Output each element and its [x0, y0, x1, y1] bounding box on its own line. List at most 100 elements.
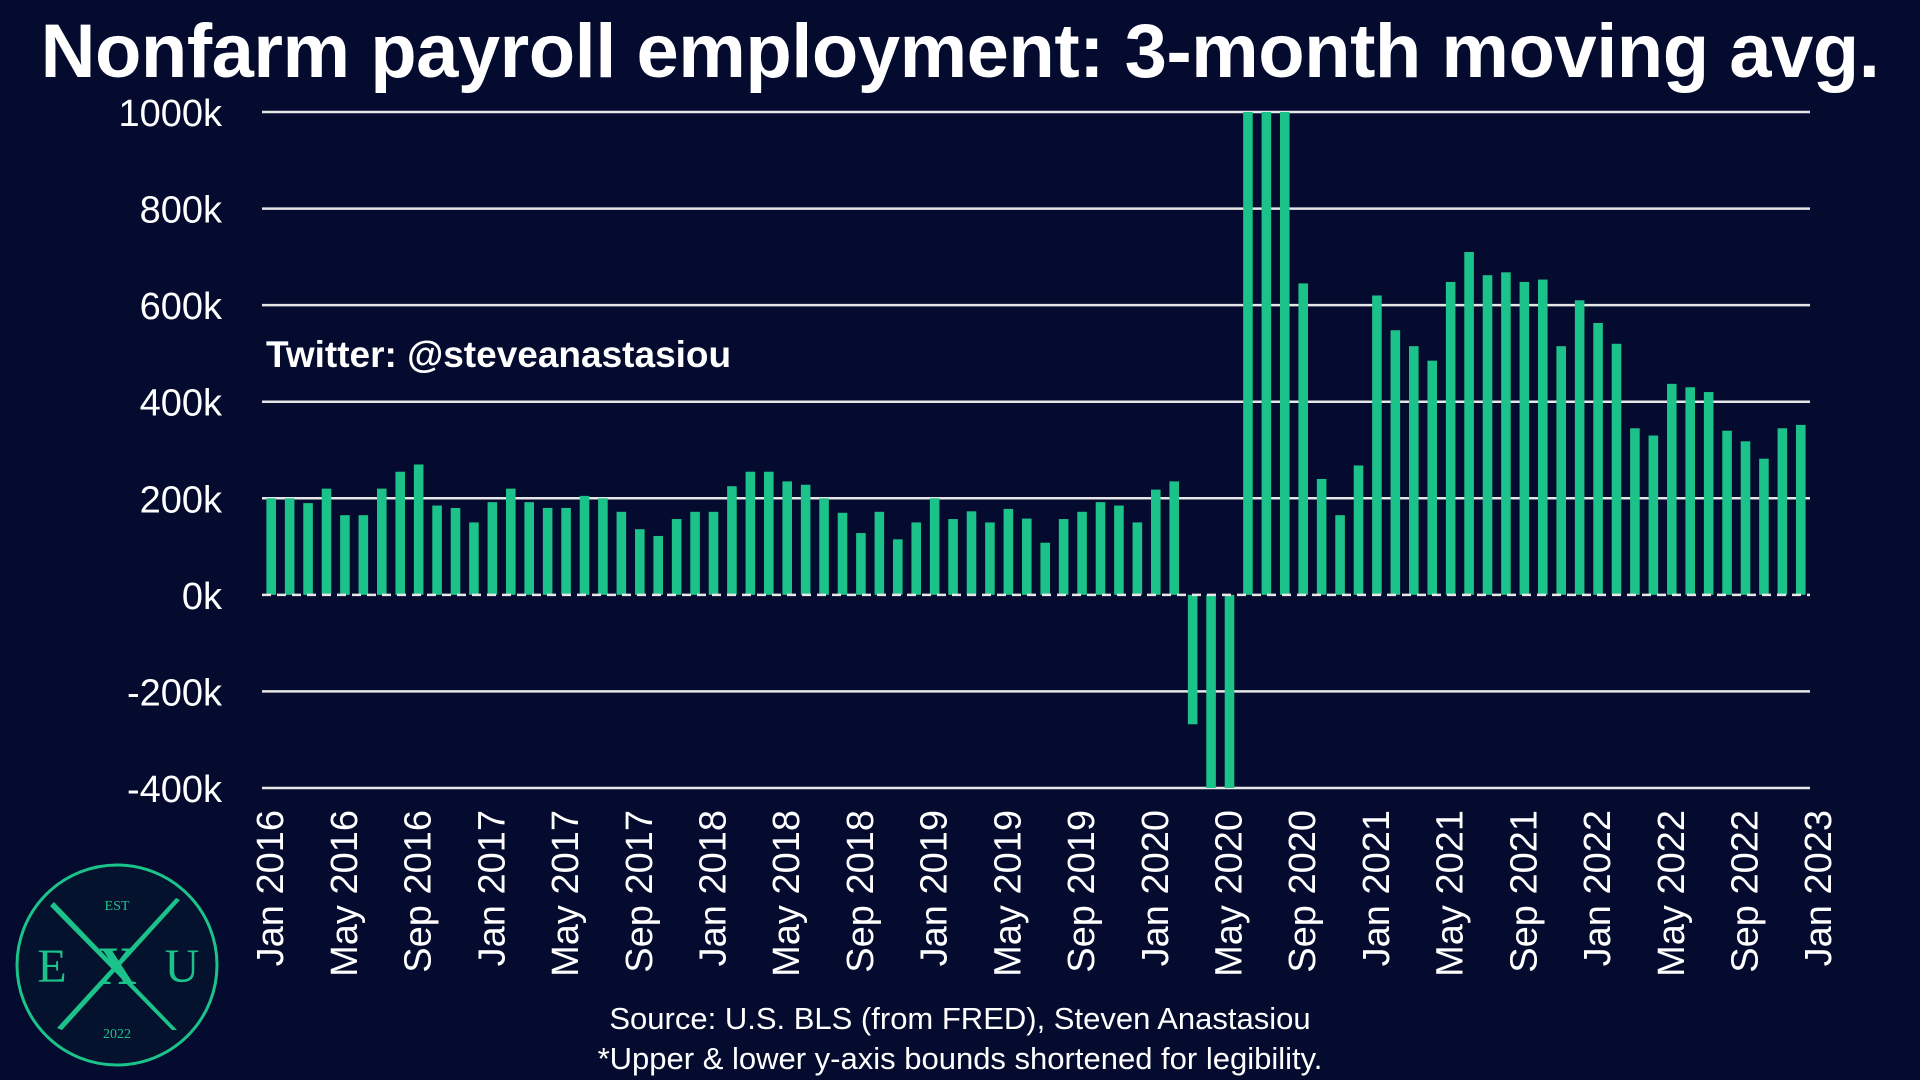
bar — [1574, 300, 1585, 595]
bar — [561, 507, 571, 595]
x-tick-label: Jan 2020 — [1135, 810, 1177, 966]
bar — [542, 507, 553, 595]
y-tick-label: 400k — [140, 383, 223, 425]
bar — [892, 539, 903, 595]
bar — [1685, 387, 1696, 595]
bar — [763, 471, 774, 595]
x-tick-label: May 2021 — [1430, 810, 1472, 977]
logo-letter-u: U — [165, 940, 200, 993]
bar — [837, 512, 848, 595]
bar — [874, 511, 885, 595]
x-tick-label: Sep 2022 — [1725, 810, 1767, 973]
bar — [1740, 441, 1751, 595]
bar — [432, 505, 442, 595]
y-tick-label: -400k — [127, 769, 223, 811]
bar — [616, 511, 627, 595]
x-tick-label: Jan 2017 — [471, 810, 513, 966]
bar — [1021, 518, 1032, 595]
bar — [1224, 594, 1235, 788]
bar — [469, 522, 479, 595]
x-tick-label: May 2019 — [987, 810, 1029, 977]
bar — [948, 519, 958, 595]
bars — [266, 112, 1806, 788]
bar — [505, 488, 516, 595]
bar — [450, 507, 461, 595]
y-tick-label: 800k — [140, 190, 223, 232]
bar — [358, 515, 369, 595]
bar — [634, 529, 645, 595]
bar — [1132, 522, 1143, 595]
bar — [856, 533, 866, 595]
x-tick-label: Sep 2018 — [840, 810, 882, 973]
bar — [266, 498, 277, 595]
x-tick-label: Jan 2023 — [1798, 810, 1840, 966]
bar — [911, 522, 922, 595]
bar — [819, 498, 829, 595]
chart-title: Nonfarm payroll employment: 3-month movi… — [40, 9, 1880, 94]
bar — [1611, 343, 1622, 595]
bar — [1519, 281, 1530, 595]
bar — [1556, 346, 1567, 595]
logo-letter-x: X — [98, 936, 137, 996]
bar — [985, 522, 995, 595]
bar — [1795, 424, 1806, 595]
twitter-handle: Twitter: @steveanastasiou — [266, 334, 731, 375]
bar — [1114, 505, 1124, 595]
bar — [1390, 330, 1401, 595]
x-axis-ticks: Jan 2016 May 2016 Sep 2016 Jan 2017 May 2017… — [250, 810, 1840, 977]
x-tick-label: Sep 2019 — [1061, 810, 1103, 973]
bar — [1593, 323, 1603, 595]
x-tick-label: Jan 2018 — [693, 810, 735, 966]
bar — [1077, 511, 1087, 595]
bar — [1408, 346, 1419, 595]
bar — [1759, 458, 1769, 595]
bar — [1630, 428, 1640, 595]
bar — [745, 471, 756, 595]
bar — [1003, 508, 1014, 595]
bar — [1335, 515, 1345, 595]
bar — [1243, 112, 1253, 595]
x-tick-label: Jan 2019 — [914, 810, 956, 966]
y-tick-label: -200k — [127, 672, 223, 714]
x-tick-label: Sep 2016 — [398, 810, 440, 973]
bar — [1316, 478, 1327, 595]
y-tick-label: 600k — [140, 286, 223, 328]
x-tick-label: Sep 2017 — [619, 810, 661, 973]
logo-slash — [50, 902, 177, 1030]
x-tick-label: May 2018 — [766, 810, 808, 977]
bar — [1058, 519, 1069, 595]
axis-footnote: *Upper & lower y-axis bounds shortened f… — [597, 1041, 1323, 1076]
bar — [929, 498, 940, 595]
bar — [966, 511, 977, 595]
bar — [487, 502, 498, 595]
bar — [1206, 594, 1216, 788]
bar — [1445, 281, 1456, 595]
bar — [653, 535, 664, 595]
bar — [1482, 275, 1493, 595]
bar — [708, 511, 719, 595]
bar — [1501, 272, 1511, 595]
x-tick-label: May 2020 — [1209, 810, 1251, 977]
bar — [727, 486, 737, 595]
logo-letter-e: E — [37, 940, 66, 993]
bar — [413, 464, 424, 595]
bar — [1648, 435, 1659, 595]
x-tick-label: Sep 2020 — [1282, 810, 1324, 973]
bar — [1187, 594, 1198, 725]
gridlines — [262, 110, 1810, 790]
bar — [524, 502, 535, 595]
logo-year: 2022 — [103, 1027, 131, 1042]
bar — [1095, 502, 1106, 595]
bar — [1722, 430, 1732, 595]
source-note: Source: U.S. BLS (from FRED), Steven Ana… — [609, 1001, 1311, 1036]
bar — [598, 498, 608, 595]
bar — [1040, 542, 1051, 595]
logo-slash — [57, 898, 180, 1030]
logo-est: EST — [105, 899, 130, 914]
x-tick-label: Jan 2016 — [250, 810, 292, 966]
bar — [395, 471, 406, 595]
bar — [303, 503, 313, 595]
exu-logo: EST E X U 2022 — [15, 863, 219, 1067]
bar — [782, 481, 793, 595]
y-tick-label: 1000k — [118, 93, 223, 135]
